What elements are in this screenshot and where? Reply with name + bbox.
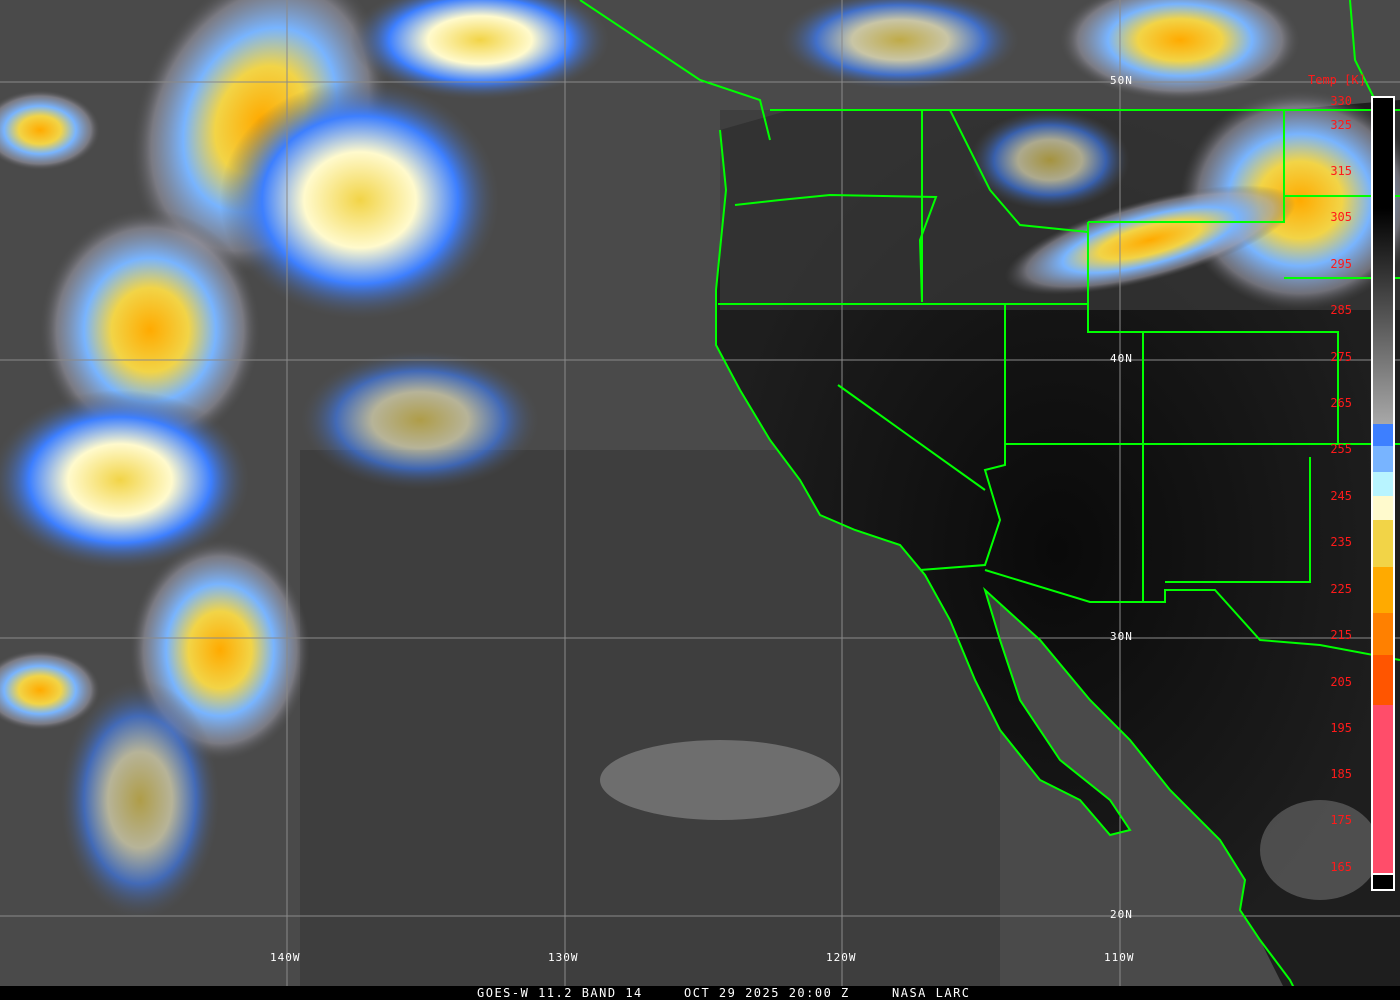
colorbar-label: 325 — [1330, 118, 1352, 132]
political-boundaries — [579, 0, 1400, 1000]
image-caption-bar: GOES-W 11.2 BAND 14 OCT 29 2025 20:00 Z … — [0, 986, 1400, 1000]
colorbar-label: 305 — [1330, 210, 1352, 224]
land-mass — [716, 100, 1400, 1000]
colorbar-label: 175 — [1330, 813, 1352, 827]
colorbar-label: 165 — [1330, 860, 1352, 874]
colorbar-label: 235 — [1330, 535, 1352, 549]
lat-label-20n: 20N — [1110, 908, 1133, 921]
colorbar-title: Temp [K] — [1308, 73, 1366, 87]
colorbar-label: 330 — [1330, 94, 1352, 108]
colorbar-label: 285 — [1330, 303, 1352, 317]
caption-datetime: OCT 29 2025 20:00 Z — [684, 986, 850, 1000]
ocean-clear-area — [300, 450, 1000, 1000]
colorbar-label: 315 — [1330, 164, 1352, 178]
temperature-colorbar — [1371, 96, 1395, 891]
lat-label-40n: 40N — [1110, 352, 1133, 365]
colorbar-label: 255 — [1330, 442, 1352, 456]
colorbar-label: 215 — [1330, 628, 1352, 642]
colorbar-label: 195 — [1330, 721, 1352, 735]
caption-satellite: GOES-W 11.2 BAND 14 — [477, 986, 643, 1000]
lat-label-50n: 50N — [1110, 74, 1133, 87]
lon-label-130w: 130W — [548, 951, 579, 964]
lat-label-30n: 30N — [1110, 630, 1133, 643]
lon-label-110w: 110W — [1104, 951, 1135, 964]
colorbar-label: 225 — [1330, 582, 1352, 596]
colorbar-label: 265 — [1330, 396, 1352, 410]
colorbar-label: 185 — [1330, 767, 1352, 781]
colorbar-label: 275 — [1330, 350, 1352, 364]
caption-credit: NASA LARC — [892, 986, 971, 1000]
colorbar-label: 295 — [1330, 257, 1352, 271]
lon-label-140w: 140W — [270, 951, 301, 964]
colorbar-label: 245 — [1330, 489, 1352, 503]
cloud-field — [0, 0, 1400, 920]
lon-label-120w: 120W — [826, 951, 857, 964]
colorbar-label: 205 — [1330, 675, 1352, 689]
